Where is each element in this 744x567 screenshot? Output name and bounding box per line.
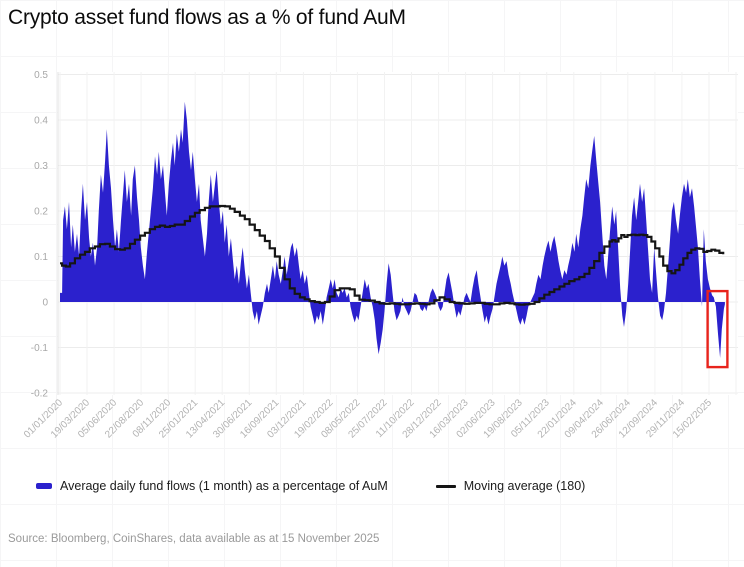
svg-text:0.4: 0.4 [34, 116, 48, 127]
svg-text:-0.1: -0.1 [31, 343, 49, 354]
svg-text:0.5: 0.5 [34, 70, 48, 81]
fund-flows-chart: 0.5 0.4 0.3 0.2 0.1 0 -0.1 -0.201/01/202019/03/… [22, 70, 738, 441]
x-axis-labels: 01/01/202019/03/202005/06/202022/08/2020… [22, 397, 714, 440]
moving-average-legend-label: Moving average (180) [463, 479, 586, 493]
y-axis-labels: 0.5 0.4 0.3 0.2 0.1 0 -0.1 -0.2 [31, 70, 49, 400]
svg-text:-0.2: -0.2 [31, 389, 49, 400]
page-title: Crypto asset fund flows as a % of fund A… [8, 6, 406, 29]
fund-flows-area [60, 101, 725, 359]
moving-average-swatch-icon [435, 484, 456, 488]
highlight-box [706, 289, 729, 369]
svg-text:0.3: 0.3 [34, 161, 48, 172]
svg-text:0: 0 [42, 298, 48, 309]
chart-legend: Average daily fund flows (1 month) as a … [36, 474, 585, 498]
fund-flows-swatch-icon [36, 483, 52, 489]
svg-text:0.1: 0.1 [34, 252, 48, 263]
svg-text:0.2: 0.2 [34, 207, 48, 218]
moving-average-line [60, 204, 725, 306]
legend-item-fund-flows: Average daily fund flows (1 month) as a … [36, 479, 388, 493]
legend-item-moving-average: Moving average (180) [435, 479, 586, 493]
source-note: Source: Bloomberg, CoinShares, data avai… [8, 533, 380, 545]
fund-flows-legend-label: Average daily fund flows (1 month) as a … [60, 479, 388, 493]
